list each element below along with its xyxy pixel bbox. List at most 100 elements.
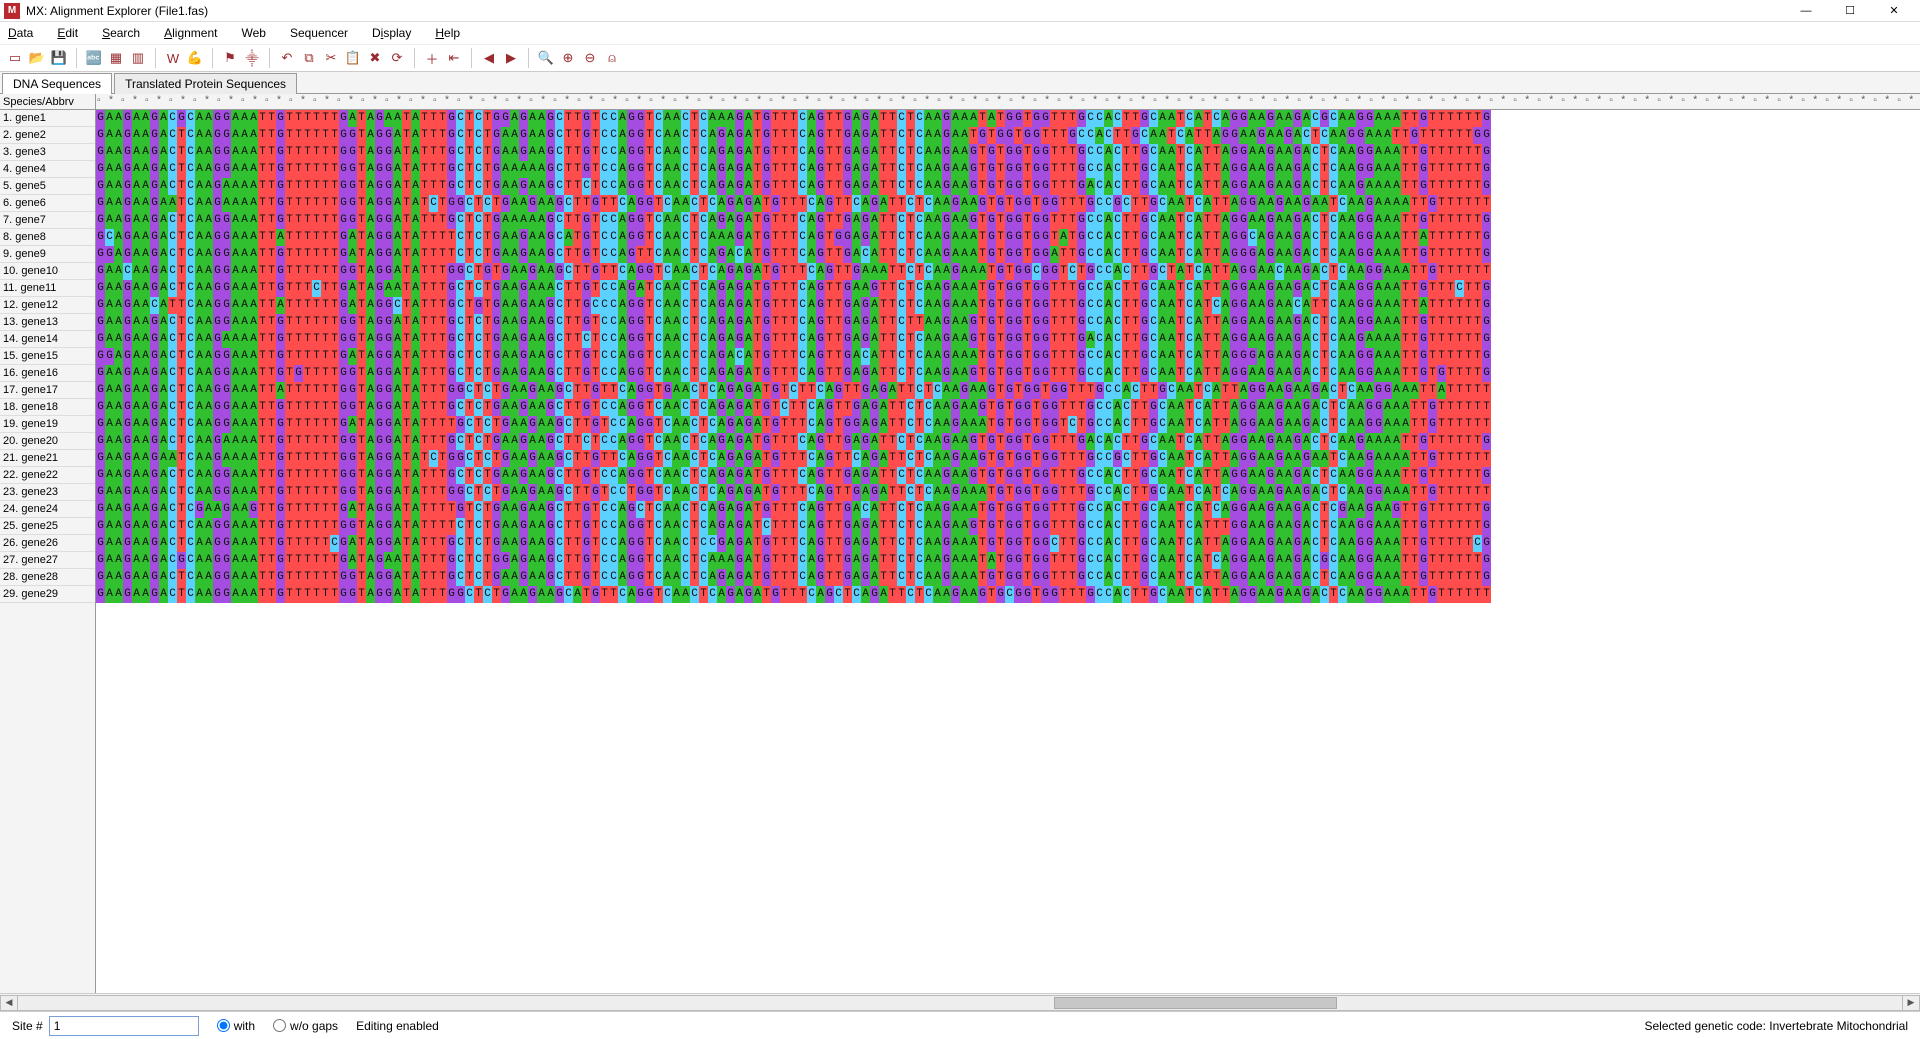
- paste-icon[interactable]: 📋: [342, 47, 364, 69]
- row-label[interactable]: 22. gene22: [0, 467, 95, 484]
- muscle-icon[interactable]: W: [162, 47, 184, 69]
- sequence-row[interactable]: GAAGAAGACTCAAGGAAATTGTTTTTTGGTAGGATATTTG…: [96, 161, 1920, 178]
- sequence-row[interactable]: GAAGAAGACTCAAGGAAATTGTTTTTTGGTAGGATATTTG…: [96, 569, 1920, 586]
- menu-web[interactable]: Web: [241, 26, 265, 40]
- sequence-grid[interactable]: GAAGAAGACGCAAGGAAATTGTTTTTTGATAGAATATTTG…: [96, 110, 1920, 993]
- copy-icon[interactable]: ⧉: [298, 47, 320, 69]
- codon-icon[interactable]: 🔤: [83, 47, 105, 69]
- arm-icon[interactable]: 💪: [184, 47, 206, 69]
- flag-icon[interactable]: ⚑: [219, 47, 241, 69]
- row-label[interactable]: 3. gene3: [0, 144, 95, 161]
- scroll-track[interactable]: [18, 995, 1902, 1011]
- minimize-button[interactable]: —: [1784, 0, 1828, 22]
- row-label[interactable]: 26. gene26: [0, 535, 95, 552]
- horizontal-scrollbar[interactable]: ◀ ▶: [0, 993, 1920, 1011]
- row-label[interactable]: 12. gene12: [0, 297, 95, 314]
- sequence-row[interactable]: GAAGAAGACTCAAGGAAATTGTTTTTTGGTAGGATATTTT…: [96, 518, 1920, 535]
- menu-sequencer[interactable]: Sequencer: [290, 26, 348, 40]
- row-label[interactable]: 5. gene5: [0, 178, 95, 195]
- add-icon[interactable]: ＋: [421, 47, 443, 69]
- sequence-row[interactable]: GAAGAAGACTCAAGAAAATTGTTTTTTGGTAGGATATTTG…: [96, 433, 1920, 450]
- x-icon[interactable]: ▦: [105, 47, 127, 69]
- menu-help[interactable]: Help: [435, 26, 460, 40]
- find-icon[interactable]: ⟳: [386, 47, 408, 69]
- scroll-thumb[interactable]: [1054, 997, 1337, 1009]
- lens-icon[interactable]: 🔍: [535, 47, 557, 69]
- sequence-row[interactable]: GAAGAAGACTCAAGGAAATTGTTTTTCGATAGGATATTTG…: [96, 535, 1920, 552]
- row-label[interactable]: 10. gene10: [0, 263, 95, 280]
- row-label[interactable]: 1. gene1: [0, 110, 95, 127]
- row-label[interactable]: 24. gene24: [0, 501, 95, 518]
- row-label[interactable]: 11. gene11: [0, 280, 95, 297]
- person-icon[interactable]: ⍝: [601, 47, 623, 69]
- sequence-row[interactable]: GAAGAAGACGCAAGGAAATTGTTTTTTGATAGAATATTTG…: [96, 110, 1920, 127]
- tab-dna-sequences[interactable]: DNA Sequences: [2, 73, 112, 94]
- menu-search[interactable]: Search: [102, 26, 140, 40]
- row-label[interactable]: 13. gene13: [0, 314, 95, 331]
- barcode-icon[interactable]: ▥: [127, 47, 149, 69]
- sequence-row[interactable]: GAAGAAGACTCAAGGAAATTGTTTTTTGGTAGGATATTTG…: [96, 314, 1920, 331]
- row-label[interactable]: 16. gene16: [0, 365, 95, 382]
- row-label[interactable]: 29. gene29: [0, 586, 95, 603]
- menu-alignment[interactable]: Alignment: [164, 26, 217, 40]
- sequence-row[interactable]: GAAGAAGACTCAAGGAAATTGTTTTTTGATAGGATATTTT…: [96, 416, 1920, 433]
- sequence-row[interactable]: GAAGAAGACTCAAGGAAATTGTTTTTTGGTAGGATATTTG…: [96, 399, 1920, 416]
- save-icon[interactable]: 💾: [48, 47, 70, 69]
- row-label[interactable]: 28. gene28: [0, 569, 95, 586]
- site-number-input[interactable]: [49, 1016, 199, 1036]
- row-label[interactable]: 6. gene6: [0, 195, 95, 212]
- sequence-row[interactable]: GAAGAAGACTCAAGGAAATTGTTTTTTGGTAGGATATTTG…: [96, 212, 1920, 229]
- sequence-row[interactable]: GGAGAAGACTCAAGGAAATTGTTTTTTGATAGGATATTTG…: [96, 348, 1920, 365]
- with-gaps-radio[interactable]: with: [217, 1019, 255, 1033]
- zoom-in-icon[interactable]: ⊕: [557, 47, 579, 69]
- row-label[interactable]: 14. gene14: [0, 331, 95, 348]
- cut-icon[interactable]: ✂: [320, 47, 342, 69]
- tab-translated-protein-sequences[interactable]: Translated Protein Sequences: [114, 73, 297, 94]
- menu-data[interactable]: Data: [8, 26, 33, 40]
- row-label[interactable]: 21. gene21: [0, 450, 95, 467]
- sequence-row[interactable]: GAAGAAGACTCAAGGAAATTGTTTTTTGGTAGGATATTTG…: [96, 586, 1920, 603]
- sequence-row[interactable]: GAAGAAGACTCGAAGAAGTTGTTTTTTGATAGGATATTTT…: [96, 501, 1920, 518]
- row-label[interactable]: 9. gene9: [0, 246, 95, 263]
- row-label[interactable]: 25. gene25: [0, 518, 95, 535]
- sequence-row[interactable]: GAAGAAGACGCAAGGAAATTGTTTTTTGATAGAATATTTG…: [96, 552, 1920, 569]
- row-label[interactable]: 7. gene7: [0, 212, 95, 229]
- sequence-row[interactable]: GAAGAAGACTCAAGGAAATTGTTTTTTGGTAGGATATTTG…: [96, 144, 1920, 161]
- undo-icon[interactable]: ↶: [276, 47, 298, 69]
- menu-edit[interactable]: Edit: [57, 26, 78, 40]
- maximize-button[interactable]: ☐: [1828, 0, 1872, 22]
- row-label[interactable]: 15. gene15: [0, 348, 95, 365]
- remove-icon[interactable]: ⇤: [443, 47, 465, 69]
- row-label[interactable]: 23. gene23: [0, 484, 95, 501]
- sequence-row[interactable]: GAACAAGACTCAAGGAAATTGTTTTTTGGTAGGATATTTG…: [96, 263, 1920, 280]
- pin-icon[interactable]: ⸎: [241, 47, 263, 69]
- scroll-right-button[interactable]: ▶: [1902, 995, 1920, 1011]
- delete-icon[interactable]: ✖: [364, 47, 386, 69]
- row-label[interactable]: 2. gene2: [0, 127, 95, 144]
- sequence-row[interactable]: GGAGAAGACTCAAGGAAATTGTTTTTTGATAGGATATTTT…: [96, 246, 1920, 263]
- row-label[interactable]: 20. gene20: [0, 433, 95, 450]
- row-label[interactable]: 8. gene8: [0, 229, 95, 246]
- sequence-row[interactable]: GAAGAAGACTCAAGGAAATTGTTTTTTGGTAGGATATTTG…: [96, 467, 1920, 484]
- sequence-row[interactable]: GCAGAAGACTCAAGGAAATTATTTTTTGATAGGATATTTT…: [96, 229, 1920, 246]
- row-label[interactable]: 19. gene19: [0, 416, 95, 433]
- sequence-row[interactable]: GAAGAAGAATCAAGAAAATTGTTTTTTGGTAGGATATCTG…: [96, 450, 1920, 467]
- sequence-row[interactable]: GAAGAAGACTCAAGGAAATTATTTTTTGGTAGGATATTTG…: [96, 382, 1920, 399]
- sequence-row[interactable]: GAAGAAGACTCAAGGAAATTGTTTCTTGATAGAATATTTG…: [96, 280, 1920, 297]
- row-label[interactable]: 4. gene4: [0, 161, 95, 178]
- row-label[interactable]: 27. gene27: [0, 552, 95, 569]
- prev-icon[interactable]: ◀: [478, 47, 500, 69]
- sequence-row[interactable]: GAAGAAGAATCAAGAAAATTGTTTTTTGGTAGGATATCTG…: [96, 195, 1920, 212]
- open-file-icon[interactable]: 📂: [26, 47, 48, 69]
- sequence-row[interactable]: GAAGAAGACTCAAGAAAATTGTTTTTTGGTAGGATATTTG…: [96, 331, 1920, 348]
- close-button[interactable]: ✕: [1872, 0, 1916, 22]
- zoom-out-icon[interactable]: ⊖: [579, 47, 601, 69]
- without-gaps-radio[interactable]: w/o gaps: [273, 1019, 338, 1033]
- sequence-row[interactable]: GAAGAAGACTCAAGGAAATTGTGTTTTGGTAGGATATTTG…: [96, 365, 1920, 382]
- row-label[interactable]: 17. gene17: [0, 382, 95, 399]
- menu-display[interactable]: Display: [372, 26, 411, 40]
- next-icon[interactable]: ▶: [500, 47, 522, 69]
- sequence-row[interactable]: GAAGAAGACTCAAGGAAATTGTTTTTTGGTAGGATATTTG…: [96, 484, 1920, 501]
- sequence-row[interactable]: GAAGAACATTCAAGGAAATTATTTTTTGATAGGCTATTTG…: [96, 297, 1920, 314]
- sequence-row[interactable]: GAAGAAGACTCAAGGAAATTGTTTTTTGGTAGGATATTTG…: [96, 127, 1920, 144]
